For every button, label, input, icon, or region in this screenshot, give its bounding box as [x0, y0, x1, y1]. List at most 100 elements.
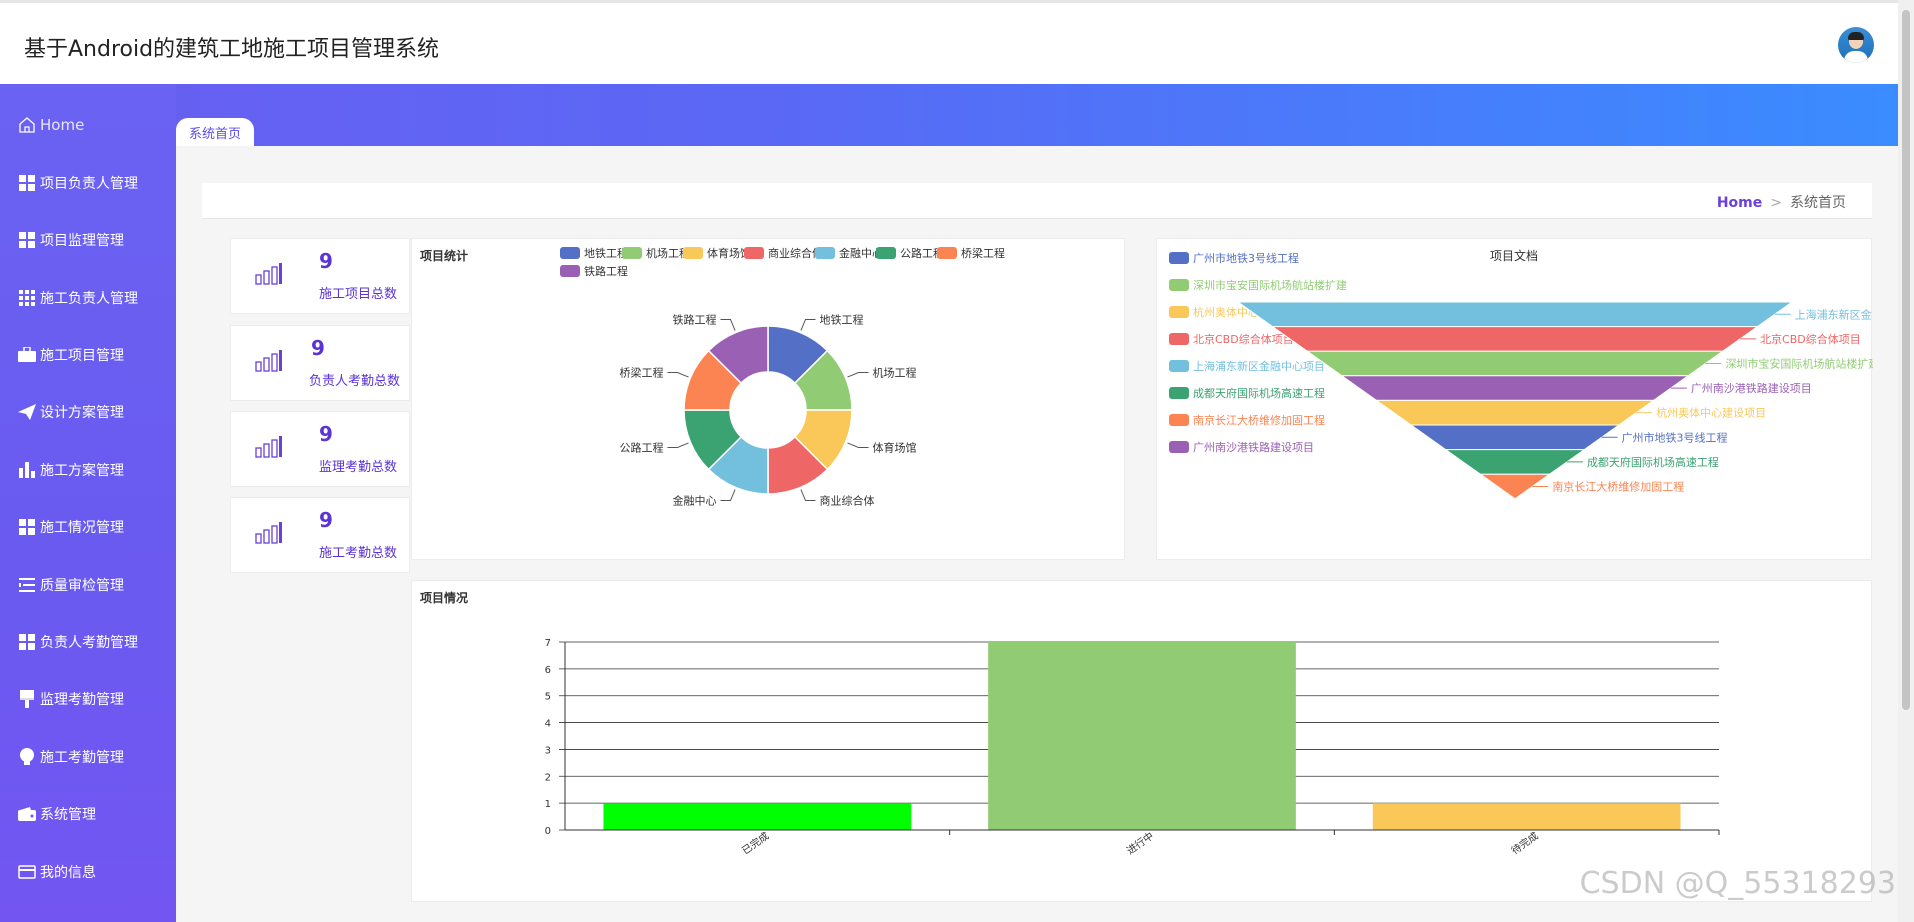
pie-label: 商业综合体	[820, 494, 875, 508]
funnel-segment[interactable]	[1444, 449, 1586, 475]
grid-icon	[18, 231, 36, 249]
legend-label: 南京长江大桥维修加固工程	[1193, 414, 1325, 427]
legend-item[interactable]: 上海浦东新区金融中心项目	[1169, 358, 1325, 374]
legend-item[interactable]: 金融中心	[815, 245, 883, 261]
legend-swatch	[1169, 441, 1189, 453]
y-tick-label: 1	[545, 799, 551, 810]
sidebar-item-construction-plan[interactable]: 施工方案管理	[18, 458, 124, 482]
funnel-segment[interactable]	[1305, 350, 1725, 377]
breadcrumb-home-link[interactable]: Home	[1716, 195, 1763, 211]
sidebar-item-label: 设计方案管理	[40, 405, 124, 421]
legend-swatch	[1169, 414, 1189, 426]
legend-item[interactable]: 机场工程	[622, 245, 690, 261]
project-status-panel: 项目情况 0 1 2 3 4 5 6 7 已完成 进行中 待完成	[411, 580, 1872, 902]
bar-chart-icon	[18, 461, 36, 479]
sidebar-item-my-info[interactable]: 我的信息	[18, 860, 96, 884]
legend-swatch	[622, 247, 642, 259]
legend-item[interactable]: 北京CBD综合体项目	[1169, 331, 1294, 347]
y-tick-label: 2	[545, 772, 551, 783]
legend-label: 桥梁工程	[961, 247, 1005, 260]
legend-label: 成都天府国际机场高速工程	[1193, 387, 1325, 400]
funnel-label: 南京长江大桥维修加固工程	[1552, 480, 1684, 494]
legend-swatch	[815, 247, 835, 259]
funnel-segment[interactable]	[1236, 301, 1794, 328]
stat-card-projects: 9 施工项目总数	[230, 238, 410, 314]
sidebar-item-construction-leader[interactable]: 施工负责人管理	[18, 286, 138, 310]
pie-label-line	[800, 489, 816, 502]
legend-item[interactable]: 广州市地铁3号线工程	[1169, 250, 1299, 266]
funnel-label: 杭州奥体中心建设项目	[1656, 406, 1766, 420]
funnel-segment[interactable]	[1374, 399, 1656, 426]
user-avatar[interactable]	[1838, 27, 1874, 63]
legend-label: 商业综合体	[768, 247, 823, 260]
legend-label: 公路工程	[900, 247, 944, 260]
legend-swatch	[744, 247, 764, 259]
legend-swatch	[1169, 387, 1189, 399]
legend-item[interactable]: 公路工程	[876, 245, 944, 261]
stat-card-supervisor-attendance: 9 监理考勤总数	[230, 411, 410, 487]
sidebar-item-label: 项目监理管理	[40, 233, 124, 249]
legend-swatch	[1169, 360, 1189, 372]
sidebar-item-project-leader[interactable]: 项目负责人管理	[18, 171, 138, 195]
legend-item[interactable]: 广州南沙港铁路建设项目	[1169, 439, 1314, 455]
legend-label: 体育场馆	[707, 247, 751, 260]
app-title: 基于Android的建筑工地施工项目管理系统	[24, 37, 440, 62]
sidebar-item-supervisor-attendance[interactable]: 监理考勤管理	[18, 687, 124, 711]
legend-swatch	[1169, 306, 1189, 318]
funnel-segment[interactable]	[1340, 375, 1690, 401]
legend-item[interactable]: 成都天府国际机场高速工程	[1169, 385, 1325, 401]
page-scrollbar[interactable]	[1898, 0, 1914, 922]
legend-item[interactable]: 南京长江大桥维修加固工程	[1169, 412, 1325, 428]
sidebar-item-system[interactable]: 系统管理	[18, 802, 96, 826]
list-icon	[18, 576, 36, 594]
tab-home[interactable]: 系统首页	[176, 118, 254, 146]
legend-label: 金融中心	[839, 247, 883, 260]
bar[interactable]	[1372, 803, 1681, 830]
bar[interactable]	[603, 803, 912, 830]
grid-icon	[18, 633, 36, 651]
sidebar-item-supervisor[interactable]: 项目监理管理	[18, 228, 124, 252]
legend-swatch	[937, 247, 957, 259]
legend-item[interactable]: 桥梁工程	[937, 245, 1005, 261]
breadcrumb-separator: >	[1770, 195, 1782, 211]
pie-label: 机场工程	[873, 365, 917, 379]
watermark: CSDN @Q_55318293	[1579, 866, 1896, 901]
stat-label: 监理考勤总数	[319, 460, 398, 475]
funnel-segment[interactable]	[1409, 424, 1621, 451]
pie-slice[interactable]	[707, 325, 769, 385]
legend-item[interactable]: 商业综合体	[744, 245, 823, 261]
legend-swatch	[560, 247, 580, 259]
panel-title: 项目统计	[420, 249, 469, 263]
stat-value: 9	[319, 249, 333, 273]
legend-item[interactable]: 体育场馆	[683, 245, 751, 261]
sidebar-item-label: 质量审检管理	[40, 578, 124, 594]
sidebar-item-label: 我的信息	[40, 865, 96, 881]
panel-title: 项目文档	[1490, 249, 1539, 263]
stat-label: 施工项目总数	[319, 287, 398, 302]
sidebar-item-leader-attendance[interactable]: 负责人考勤管理	[18, 630, 138, 654]
sidebar-item-home[interactable]: Home	[18, 113, 84, 137]
bar[interactable]	[988, 642, 1296, 830]
pie-label-line	[847, 442, 869, 449]
sidebar-item-construction-project[interactable]: 施工项目管理	[18, 343, 124, 367]
legend-item[interactable]: 地铁工程	[560, 245, 628, 261]
sidebar-item-label: Home	[40, 116, 85, 134]
legend-item[interactable]: 铁路工程	[560, 263, 628, 279]
pie-label: 金融中心	[672, 494, 716, 508]
x-tick-label: 进行中	[1124, 829, 1156, 857]
funnel-segment[interactable]	[1271, 326, 1759, 352]
legend-label: 广州市地铁3号线工程	[1193, 252, 1299, 265]
sidebar-item-design-plan[interactable]: 设计方案管理	[18, 400, 124, 424]
legend-item[interactable]: 深圳市宝安国际机场航站楼扩建	[1169, 277, 1347, 293]
sidebar-item-quality-check[interactable]: 质量审检管理	[18, 573, 124, 597]
panel-title: 项目情况	[420, 591, 469, 605]
briefcase-icon	[18, 346, 36, 364]
legend-swatch	[1169, 252, 1189, 264]
legend-label: 北京CBD综合体项目	[1193, 333, 1294, 346]
project-docs-panel: 项目文档 广州市地铁3号线工程深圳市宝安国际机场航站楼扩建杭州奥体中心建设项目 北…	[1156, 238, 1873, 560]
legend-label: 地铁工程	[584, 247, 628, 260]
stat-card-leader-attendance: 9 负责人考勤总数	[230, 325, 410, 401]
sidebar-item-construction-status[interactable]: 施工情况管理	[18, 515, 124, 539]
y-tick-label: 7	[545, 638, 551, 649]
sidebar-item-construction-attendance[interactable]: 施工考勤管理	[18, 745, 124, 769]
